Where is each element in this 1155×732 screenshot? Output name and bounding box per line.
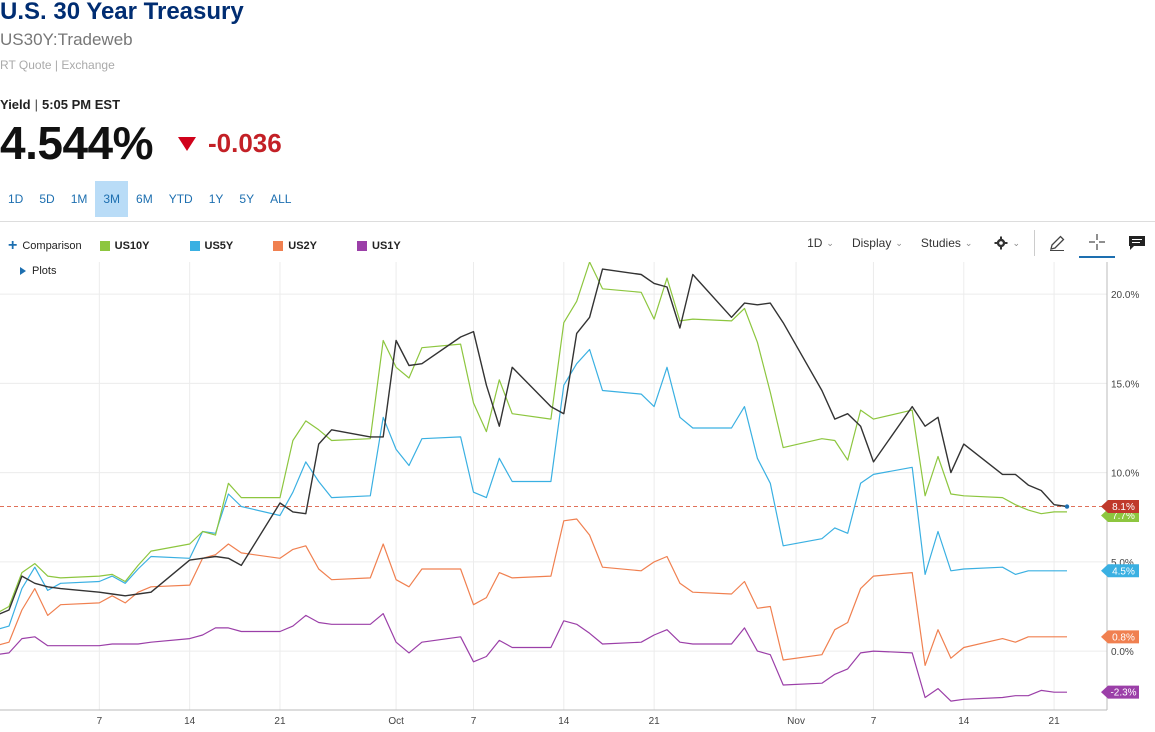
settings-dropdown[interactable]: ⌄ <box>994 236 1020 250</box>
display-label: Display <box>851 236 892 250</box>
range-5d[interactable]: 5D <box>39 192 55 206</box>
comment-tool-button[interactable] <box>1119 228 1155 258</box>
legend-swatch <box>189 241 200 251</box>
value-tag-us1y: -2.3% <box>1101 685 1139 699</box>
series-line-us1y <box>0 613 1067 702</box>
change-value: -0.036 <box>208 128 282 158</box>
last-point-marker <box>1064 504 1070 509</box>
y-tick-label: 15.0% <box>1111 379 1139 390</box>
range-6m[interactable]: 6M <box>136 192 153 206</box>
display-dropdown[interactable]: Display ⌄ <box>852 236 903 250</box>
series-line-us2y <box>0 518 1067 666</box>
toolbar-divider <box>1034 230 1035 256</box>
value-tag-shape <box>1101 630 1139 644</box>
plots-label: Plots <box>32 265 57 277</box>
value-tag-us30y: 8.1% <box>1101 500 1139 514</box>
x-tick-label: 14 <box>558 716 570 727</box>
range-1d[interactable]: 1D <box>8 192 24 206</box>
x-tick-label: Oct <box>388 716 404 727</box>
legend-swatch <box>273 241 284 251</box>
crosshair-icon <box>1089 234 1105 250</box>
legend-us2y[interactable]: US2Y <box>273 240 317 252</box>
interval-dropdown[interactable]: 1D ⌄ <box>807 236 834 250</box>
down-arrow-icon <box>178 136 196 151</box>
legend-swatch <box>99 241 110 251</box>
chevron-down-icon: ⌄ <box>826 237 834 248</box>
change-block: -0.036 <box>178 128 282 159</box>
value-tag-us2y: 0.8% <box>1101 630 1139 644</box>
symbol-label: US30Y:Tradeweb <box>0 30 133 49</box>
range-all[interactable]: ALL <box>270 192 292 206</box>
crosshair-tool-button[interactable] <box>1079 228 1115 258</box>
gear-icon <box>994 236 1008 250</box>
x-tick-label: 7 <box>97 716 103 727</box>
legend-us5y[interactable]: US5Y <box>189 240 234 252</box>
expand-triangle-icon <box>20 267 26 275</box>
legend-label: US10Y <box>114 240 150 252</box>
pencil-icon <box>1050 235 1065 251</box>
series-line-us5y <box>0 348 1067 630</box>
legend-swatch <box>357 241 368 251</box>
y-tick-label: 20.0% <box>1111 290 1139 301</box>
x-tick-label: Nov <box>787 716 805 727</box>
range-1m[interactable]: 1M <box>70 192 88 206</box>
draw-tool-button[interactable] <box>1039 228 1075 258</box>
yield-value: 4.544% <box>0 117 154 169</box>
range-5y[interactable]: 5Y <box>239 192 255 206</box>
legend-label: US5Y <box>204 240 234 252</box>
page-title: U.S. 30 Year Treasury <box>0 0 244 25</box>
x-tick-label: 7 <box>471 716 477 727</box>
chevron-down-icon: ⌄ <box>1012 237 1020 248</box>
comment-icon <box>1129 236 1145 250</box>
chart-toolbar: 1D ⌄ Display ⌄ Studies ⌄ ⌄ <box>789 228 1155 258</box>
value-tag-label: 0.8% <box>1112 632 1135 643</box>
x-tick-label: 21 <box>1049 716 1061 727</box>
chevron-down-icon: ⌄ <box>895 237 903 248</box>
series-line-us10y <box>0 262 1067 613</box>
comparison-bar: + Comparison US10Y US5Y US2Y US1Y <box>8 234 441 258</box>
y-tick-label: 5.0% <box>1111 558 1134 569</box>
comparison-button[interactable]: Comparison <box>22 240 82 252</box>
value-tag-us5y: 4.5% <box>1101 564 1139 578</box>
y-tick-label: 0.0% <box>1111 647 1134 658</box>
chevron-down-icon: ⌄ <box>964 237 973 248</box>
value-tag-label: 7.7% <box>1112 511 1135 522</box>
x-tick-label: 14 <box>184 716 196 727</box>
range-ytd[interactable]: YTD <box>168 192 193 206</box>
series-line-us30y <box>0 268 1068 615</box>
studies-label: Studies <box>920 236 961 250</box>
legend-us10y[interactable]: US10Y <box>99 240 150 252</box>
add-comparison-icon[interactable]: + <box>8 237 18 254</box>
value-tag-shape <box>1101 564 1139 578</box>
yield-label: Yield <box>0 97 31 112</box>
quote-source: RT Quote | Exchange <box>0 58 115 72</box>
value-tag-shape <box>1101 685 1139 699</box>
plots-toggle[interactable]: Plots <box>20 265 56 277</box>
header-divider <box>0 221 1155 222</box>
yield-time-row: Yield | 5:05 PM EST <box>0 97 120 112</box>
value-tag-label: -2.3% <box>1110 688 1136 699</box>
x-tick-label: 21 <box>649 716 661 727</box>
studies-dropdown[interactable]: Studies ⌄ <box>921 236 973 250</box>
x-tick-label: 21 <box>274 716 286 727</box>
legend-label: US1Y <box>372 240 401 252</box>
y-tick-label: 10.0% <box>1111 469 1139 480</box>
range-1y[interactable]: 1Y <box>208 192 224 206</box>
x-tick-label: 14 <box>958 716 970 727</box>
quote-time: 5:05 PM EST <box>41 97 121 112</box>
value-tag-label: 4.5% <box>1112 566 1135 577</box>
separator: | <box>34 97 38 112</box>
value-tag-label: 8.1% <box>1112 502 1135 513</box>
range-selector: 1D 5D 1M 3M 6M YTD 1Y 5Y ALL <box>0 181 299 217</box>
chart-area[interactable]: 7 14 21 Oct 7 14 21 Nov 7 14 21 0.0% 5.0% 10.0% 15.0% 2… <box>0 262 1155 732</box>
value-tag-shape <box>1101 500 1139 514</box>
legend-label: US2Y <box>288 240 318 252</box>
interval-label: 1D <box>807 236 823 250</box>
range-3m[interactable]: 3M <box>95 181 129 217</box>
x-tick-label: 7 <box>871 716 877 727</box>
legend-us1y[interactable]: US1Y <box>357 240 401 252</box>
